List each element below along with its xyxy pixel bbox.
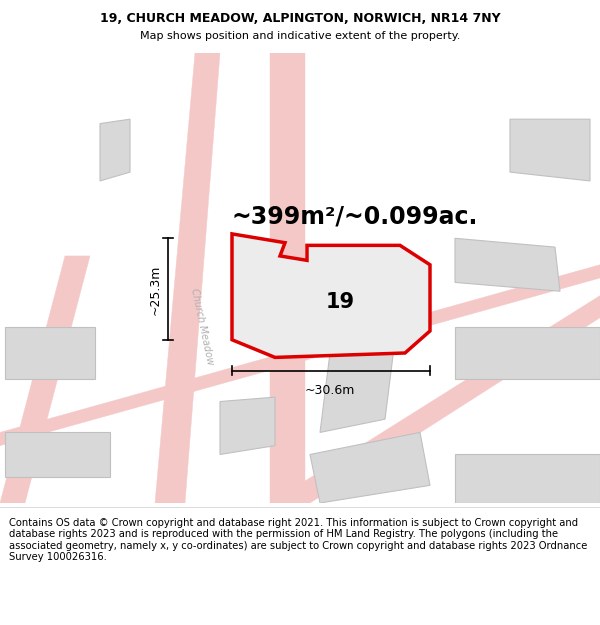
Text: 19: 19 xyxy=(325,292,355,312)
Text: Church Meadow: Church Meadow xyxy=(189,288,215,366)
Polygon shape xyxy=(270,296,600,503)
Polygon shape xyxy=(220,397,275,454)
Polygon shape xyxy=(232,234,430,358)
Text: ~25.3m: ~25.3m xyxy=(149,264,161,314)
Text: ~399m²/~0.099ac.: ~399m²/~0.099ac. xyxy=(232,204,478,228)
Polygon shape xyxy=(320,340,395,432)
Polygon shape xyxy=(455,326,600,379)
Polygon shape xyxy=(0,256,90,503)
Polygon shape xyxy=(270,53,305,503)
Text: Map shows position and indicative extent of the property.: Map shows position and indicative extent… xyxy=(140,31,460,41)
Polygon shape xyxy=(155,53,220,503)
Polygon shape xyxy=(455,454,600,503)
Text: 19, CHURCH MEADOW, ALPINGTON, NORWICH, NR14 7NY: 19, CHURCH MEADOW, ALPINGTON, NORWICH, N… xyxy=(100,12,500,24)
Polygon shape xyxy=(5,432,110,476)
Polygon shape xyxy=(0,265,600,446)
Polygon shape xyxy=(510,119,590,181)
Text: Contains OS data © Crown copyright and database right 2021. This information is : Contains OS data © Crown copyright and d… xyxy=(9,518,587,562)
Text: ~30.6m: ~30.6m xyxy=(305,384,355,397)
Polygon shape xyxy=(5,326,95,379)
Polygon shape xyxy=(455,238,560,291)
Polygon shape xyxy=(100,119,130,181)
Polygon shape xyxy=(310,432,430,503)
